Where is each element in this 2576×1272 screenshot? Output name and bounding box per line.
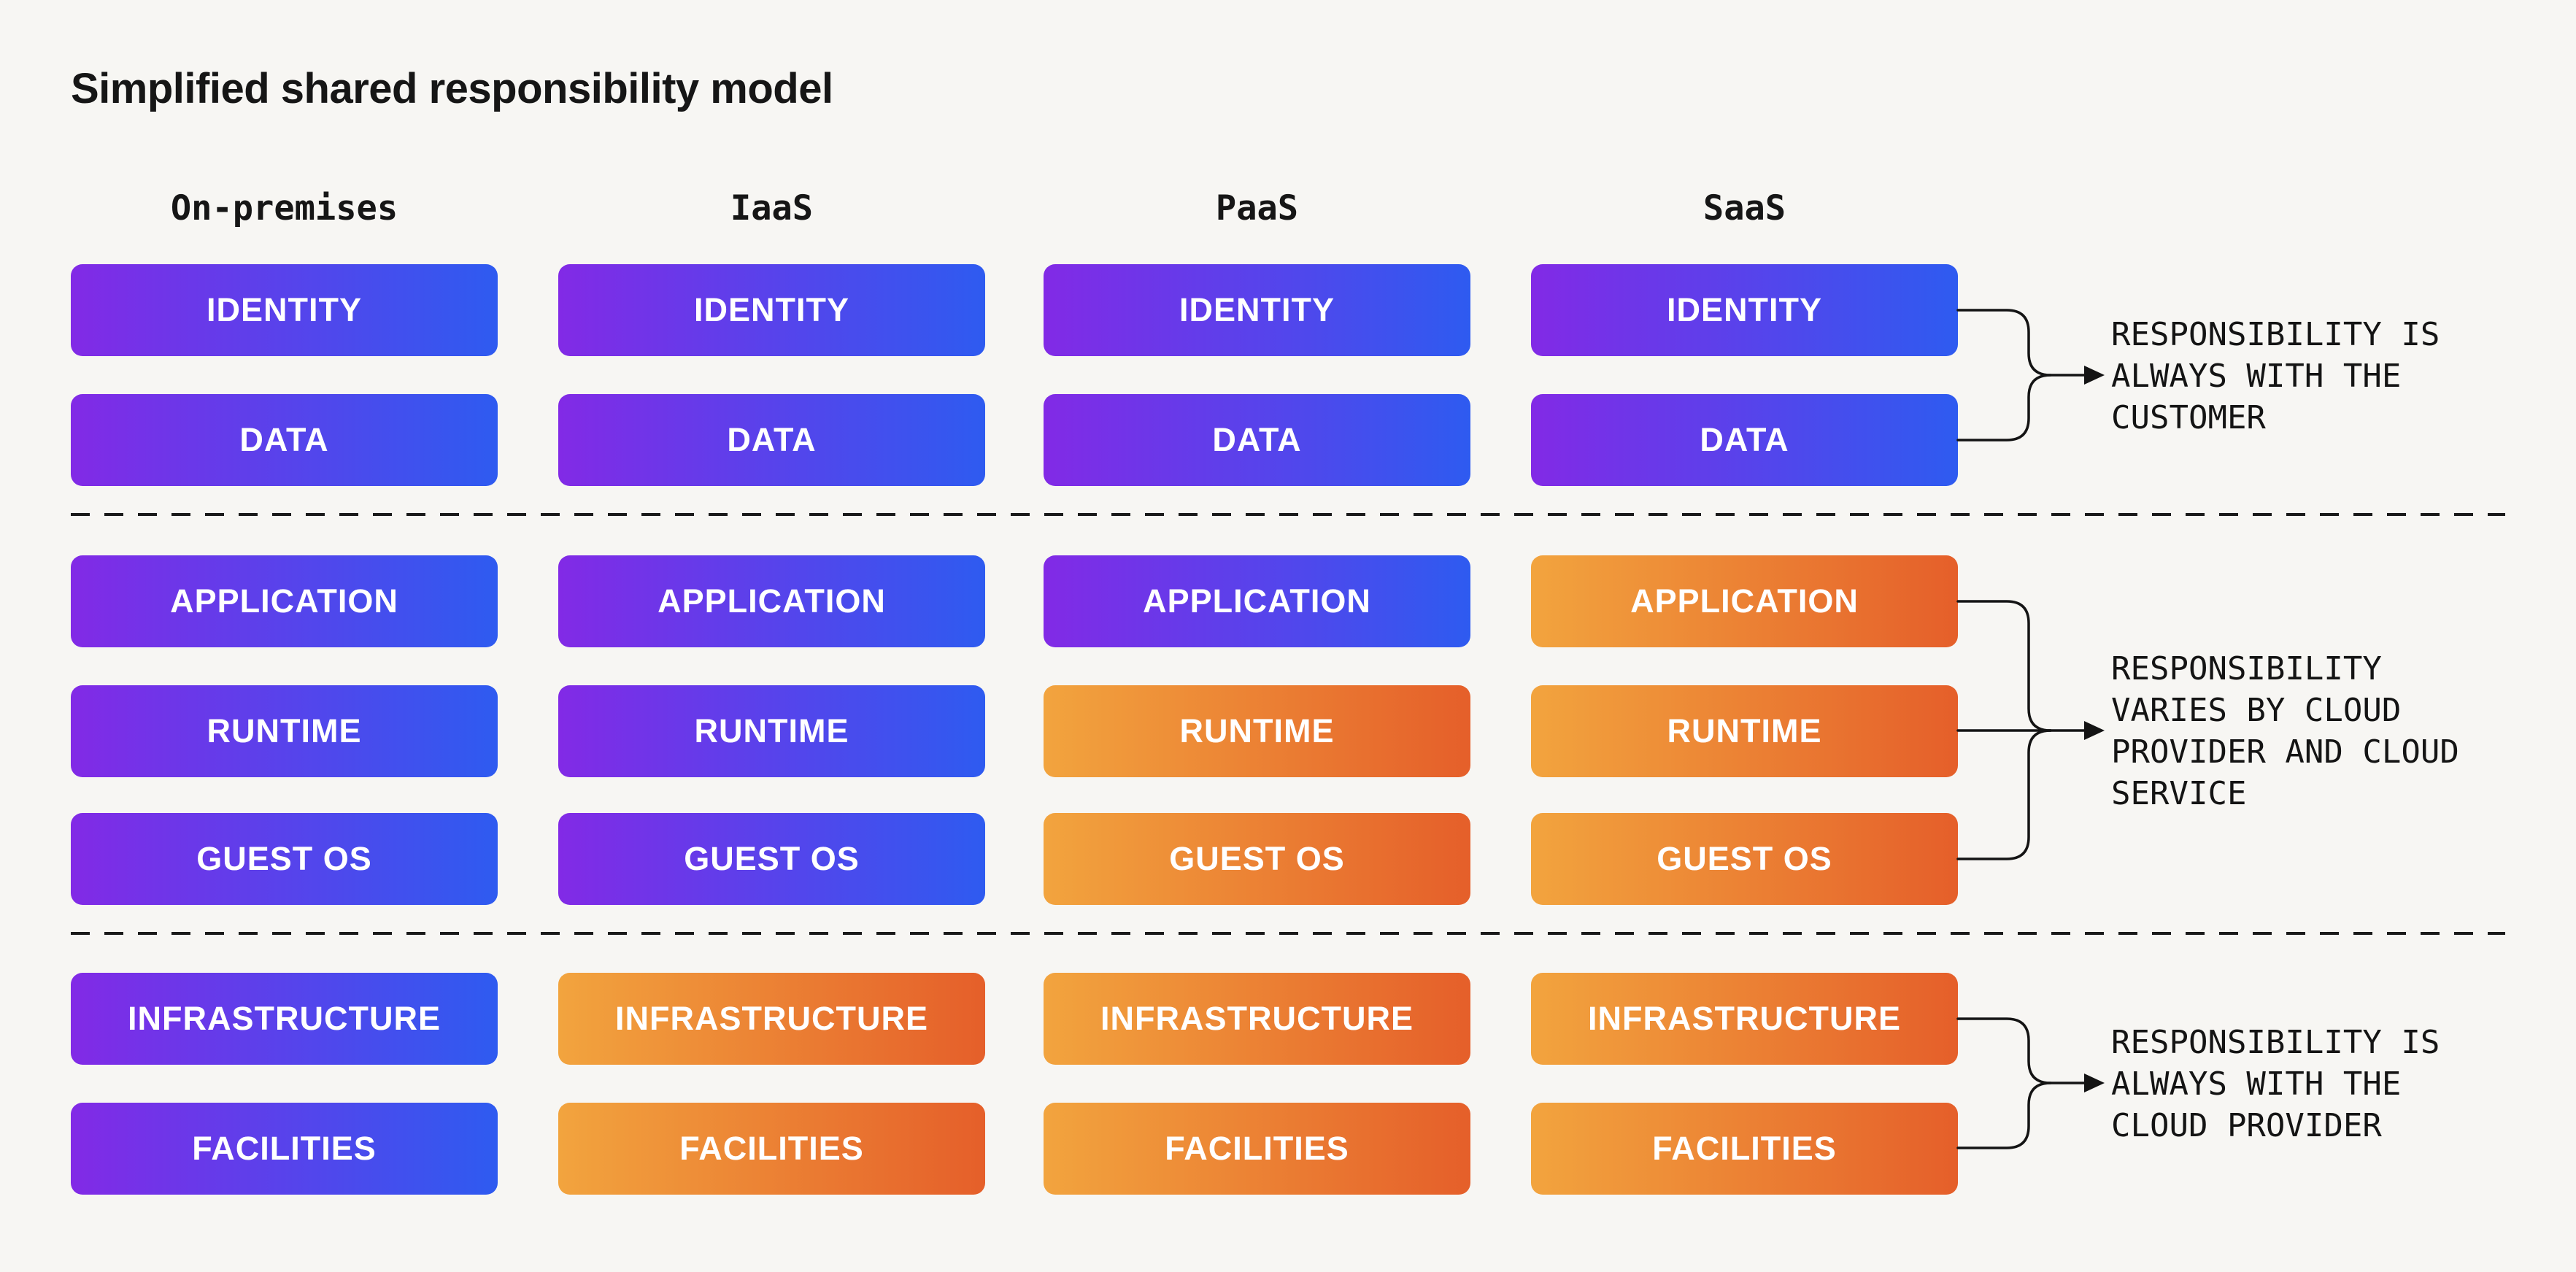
box-identity: IDENTITY — [71, 264, 498, 356]
box-label: IDENTITY — [1179, 291, 1335, 328]
box-label: APPLICATION — [658, 582, 886, 620]
box-label: FACILITIES — [679, 1130, 864, 1167]
annotation-line: CLOUD PROVIDER — [2111, 1107, 2382, 1144]
arrowhead-provider — [2084, 1074, 2105, 1092]
box-label: DATA — [727, 421, 817, 458]
service-column-iaas: IaaS IDENTITY DATA APPLICATION RUNTIME GUEST … — [558, 0, 985, 1272]
box-label: INFRASTRUCTURE — [1100, 1000, 1414, 1037]
box-facilities: FACILITIES — [71, 1103, 498, 1195]
box-label: APPLICATION — [1143, 582, 1371, 620]
box-application: APPLICATION — [558, 555, 985, 647]
annotation-varies: RESPONSIBILITY VARIES BY CLOUD PROVIDER … — [2111, 648, 2459, 814]
box-application: APPLICATION — [1531, 555, 1958, 647]
box-label: INFRASTRUCTURE — [128, 1000, 441, 1037]
box-identity: IDENTITY — [1531, 264, 1958, 356]
box-identity: IDENTITY — [558, 264, 985, 356]
box-label: RUNTIME — [1179, 712, 1335, 749]
annotation-line: SERVICE — [2111, 775, 2247, 812]
bracket-varies — [1956, 600, 2086, 860]
box-facilities: FACILITIES — [1044, 1103, 1470, 1195]
box-application: APPLICATION — [1044, 555, 1470, 647]
box-label: IDENTITY — [693, 291, 849, 328]
column-header: IaaS — [730, 188, 814, 228]
annotation-line: RESPONSIBILITY IS — [2111, 316, 2440, 353]
box-label: RUNTIME — [207, 712, 362, 749]
box-data: DATA — [1531, 394, 1958, 486]
annotation-line: RESPONSIBILITY IS — [2111, 1024, 2440, 1061]
arrowhead-customer — [2084, 366, 2105, 385]
box-data: DATA — [1044, 394, 1470, 486]
box-label: FACILITIES — [1652, 1130, 1837, 1167]
column-header: PaaS — [1215, 188, 1299, 228]
box-application: APPLICATION — [71, 555, 498, 647]
box-label: GUEST OS — [1657, 840, 1832, 877]
box-data: DATA — [71, 394, 498, 486]
box-label: APPLICATION — [1630, 582, 1859, 620]
box-label: DATA — [239, 421, 329, 458]
box-identity: IDENTITY — [1044, 264, 1470, 356]
box-guest-os: GUEST OS — [71, 813, 498, 905]
box-runtime: RUNTIME — [1531, 685, 1958, 777]
box-guest-os: GUEST OS — [558, 813, 985, 905]
annotation-line: RESPONSIBILITY — [2111, 650, 2382, 687]
annotation-line: CUSTOMER — [2111, 399, 2266, 436]
box-label: IDENTITY — [1666, 291, 1822, 328]
box-label: GUEST OS — [684, 840, 860, 877]
annotation-line: PROVIDER AND CLOUD — [2111, 733, 2459, 771]
box-runtime: RUNTIME — [71, 685, 498, 777]
box-label: IDENTITY — [206, 291, 362, 328]
service-column-on-premises: On-premises IDENTITY DATA APPLICATION RUNTIM… — [71, 0, 498, 1272]
arrowhead-varies — [2084, 721, 2105, 740]
bracket-provider — [1956, 1017, 2086, 1149]
box-label: APPLICATION — [170, 582, 398, 620]
box-data: DATA — [558, 394, 985, 486]
box-label: RUNTIME — [1667, 712, 1822, 749]
column-header: SaaS — [1702, 188, 1786, 228]
box-label: INFRASTRUCTURE — [1588, 1000, 1901, 1037]
box-label: GUEST OS — [1169, 840, 1345, 877]
column-header: On-premises — [170, 188, 398, 228]
box-label: INFRASTRUCTURE — [615, 1000, 928, 1037]
box-infrastructure: INFRASTRUCTURE — [1531, 973, 1958, 1065]
box-runtime: RUNTIME — [558, 685, 985, 777]
annotation-customer: RESPONSIBILITY IS ALWAYS WITH THE CUSTOM… — [2111, 314, 2440, 439]
box-label: RUNTIME — [694, 712, 849, 749]
box-guest-os: GUEST OS — [1531, 813, 1958, 905]
box-infrastructure: INFRASTRUCTURE — [558, 973, 985, 1065]
bracket-customer — [1956, 309, 2086, 442]
box-label: FACILITIES — [192, 1130, 377, 1167]
box-infrastructure: INFRASTRUCTURE — [1044, 973, 1470, 1065]
box-label: DATA — [1212, 421, 1302, 458]
box-label: GUEST OS — [196, 840, 372, 877]
annotation-line: VARIES BY CLOUD — [2111, 692, 2402, 729]
annotation-provider: RESPONSIBILITY IS ALWAYS WITH THE CLOUD … — [2111, 1022, 2440, 1146]
box-label: FACILITIES — [1165, 1130, 1349, 1167]
service-column-saas: SaaS IDENTITY DATA APPLICATION RUNTIME GUEST … — [1531, 0, 1958, 1272]
annotation-line: ALWAYS WITH THE — [2111, 358, 2402, 395]
annotation-line: ALWAYS WITH THE — [2111, 1065, 2402, 1103]
box-label: DATA — [1700, 421, 1789, 458]
box-facilities: FACILITIES — [1531, 1103, 1958, 1195]
box-facilities: FACILITIES — [558, 1103, 985, 1195]
service-column-paas: PaaS IDENTITY DATA APPLICATION RUNTIME GUEST … — [1044, 0, 1470, 1272]
box-infrastructure: INFRASTRUCTURE — [71, 973, 498, 1065]
box-runtime: RUNTIME — [1044, 685, 1470, 777]
page-title: Simplified shared responsibility model — [71, 65, 833, 112]
box-guest-os: GUEST OS — [1044, 813, 1470, 905]
